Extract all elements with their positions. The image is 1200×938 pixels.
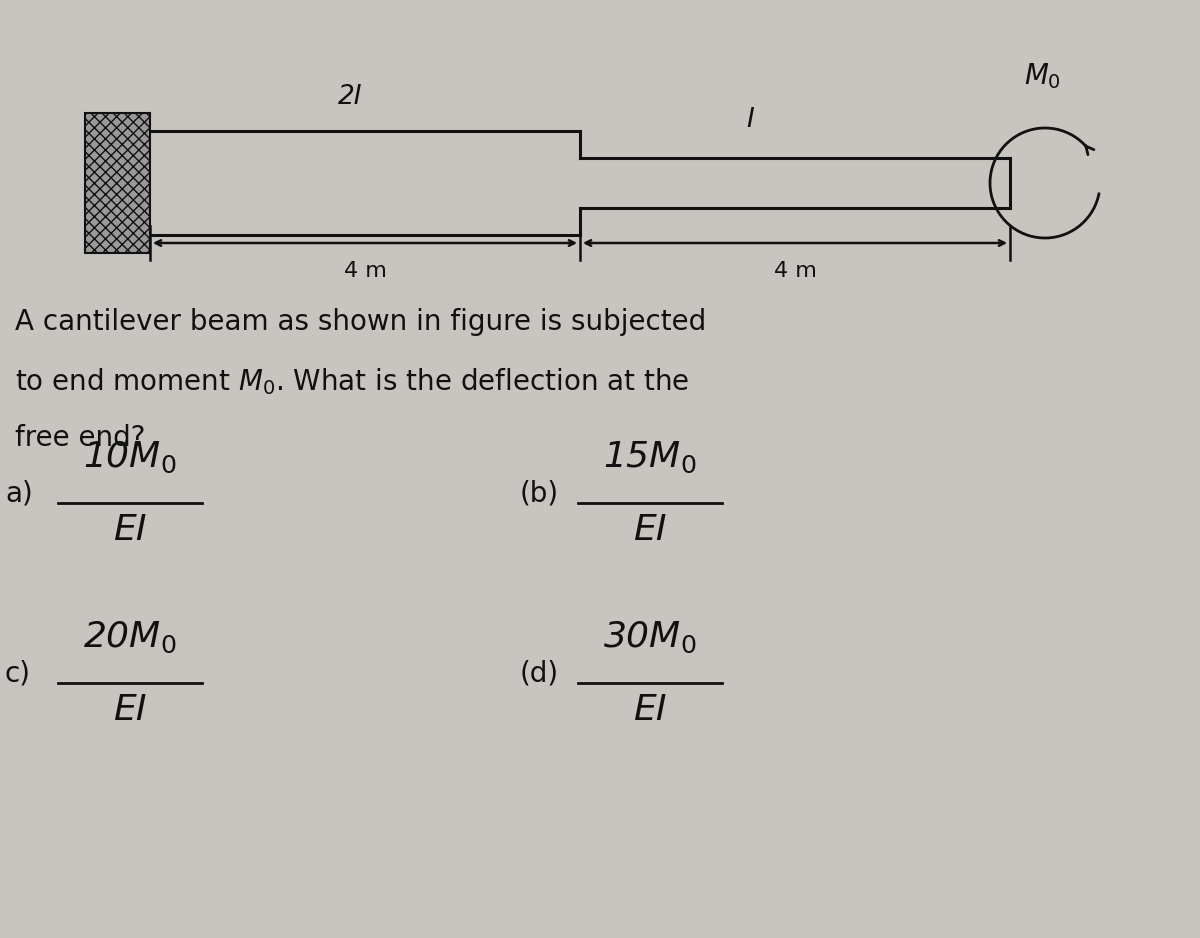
Text: a): a) xyxy=(5,479,32,507)
Text: 10$M_0$: 10$M_0$ xyxy=(83,440,176,475)
Text: 2I: 2I xyxy=(337,84,362,110)
Text: EI: EI xyxy=(113,513,146,547)
Text: A cantilever beam as shown in figure is subjected: A cantilever beam as shown in figure is … xyxy=(14,308,707,336)
Text: 15$M_0$: 15$M_0$ xyxy=(604,440,697,475)
Text: $M_0$: $M_0$ xyxy=(1024,61,1061,91)
Text: 20$M_0$: 20$M_0$ xyxy=(83,620,176,655)
Text: free end?: free end? xyxy=(14,424,145,452)
Text: c): c) xyxy=(5,659,31,687)
Text: 30$M_0$: 30$M_0$ xyxy=(604,620,697,655)
Text: EI: EI xyxy=(113,693,146,727)
Text: to end moment $M_0$. What is the deflection at the: to end moment $M_0$. What is the deflect… xyxy=(14,366,689,397)
Text: I: I xyxy=(746,107,754,133)
Text: 4 m: 4 m xyxy=(343,261,386,281)
Text: 4 m: 4 m xyxy=(774,261,816,281)
Text: (d): (d) xyxy=(520,659,559,687)
Text: EI: EI xyxy=(634,513,667,547)
Text: EI: EI xyxy=(634,693,667,727)
Text: (b): (b) xyxy=(520,479,559,507)
Bar xyxy=(85,113,150,253)
